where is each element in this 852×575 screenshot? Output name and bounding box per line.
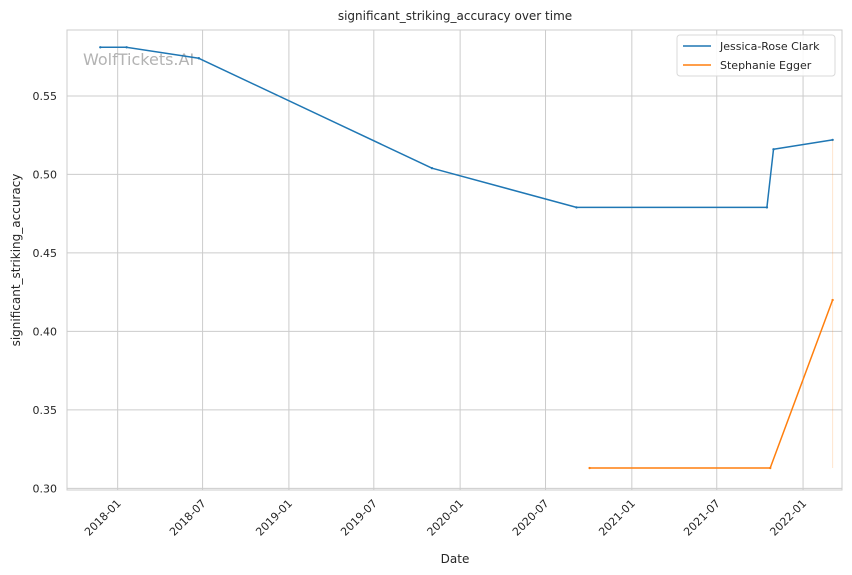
legend-box — [676, 34, 836, 77]
data-point — [125, 46, 128, 49]
legend-label: Jessica-Rose Clark — [719, 40, 820, 53]
data-point — [772, 148, 775, 151]
series-line — [100, 46, 833, 209]
y-tick-label: 0.55 — [33, 90, 58, 103]
chart-title: significant_striking_accuracy over time — [338, 9, 572, 23]
data-point — [197, 57, 201, 60]
y-tick-label: 0.35 — [33, 404, 58, 417]
data-point — [588, 466, 591, 470]
y-axis-label: significant_striking_accuracy — [9, 174, 23, 347]
x-axis-label: Date — [441, 552, 470, 566]
data-point — [769, 466, 772, 470]
data-point — [831, 298, 834, 302]
watermark: WolfTickets.AI — [83, 50, 194, 69]
legend: Jessica-Rose Clark Stephanie Egger — [676, 34, 836, 77]
y-tick-label: 0.40 — [33, 325, 58, 338]
y-tick-label: 0.30 — [33, 482, 58, 495]
data-point — [575, 206, 578, 209]
data-point — [99, 46, 102, 49]
y-tick-label: 0.50 — [33, 168, 58, 181]
series-layer — [99, 46, 834, 470]
data-point — [831, 138, 834, 142]
y-tick-label: 0.45 — [33, 247, 58, 260]
data-point — [430, 166, 434, 170]
legend-label: Stephanie Egger — [720, 59, 812, 72]
data-point — [765, 206, 769, 209]
plot-frame — [66, 29, 843, 491]
